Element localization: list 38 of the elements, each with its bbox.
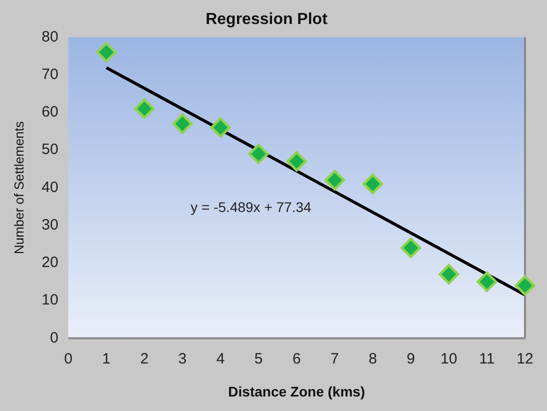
x-tick-label: 5 [254,350,263,368]
point [514,275,536,296]
x-tick-label: 10 [440,350,458,368]
x-tick-label: 4 [216,350,225,368]
point [438,264,460,284]
point [248,144,269,164]
x-tick-label: 6 [292,350,301,368]
y-tick-label: 40 [42,178,58,196]
point [134,98,155,119]
x-tick-label: 0 [64,350,72,368]
x-tick-label: 7 [330,350,339,368]
x-tick-label: 1 [102,350,111,368]
point [172,113,193,134]
y-tick-label: 80 [42,28,58,46]
y-tick-label: 50 [42,141,58,158]
y-axis-title: Number of Settlements [11,120,26,254]
x-tick-label: 11 [479,350,495,368]
y-tick-label: 60 [42,104,58,121]
point [210,117,231,138]
y-tick-label: 20 [42,254,58,272]
x-tick-label: 9 [406,350,415,368]
y-tick-label: 0 [50,329,58,346]
x-tick-label: 2 [140,350,149,368]
point [286,151,307,172]
x-tick-label: 8 [368,350,377,368]
y-tick-label: 70 [42,66,58,83]
point [362,174,384,194]
x-tick-label: 12 [516,350,534,368]
y-tick-label: 30 [42,216,58,234]
x-tick-label: 3 [178,350,187,368]
point [400,238,422,258]
point [96,42,117,62]
x-axis-title: Distance Zone (kms) [228,383,366,400]
point [324,170,345,190]
point [476,272,498,292]
annotation: y = -5.489x + 77.34 [190,198,312,215]
chart-title: Regression Plot [206,11,328,28]
y-tick-label: 10 [42,292,58,309]
